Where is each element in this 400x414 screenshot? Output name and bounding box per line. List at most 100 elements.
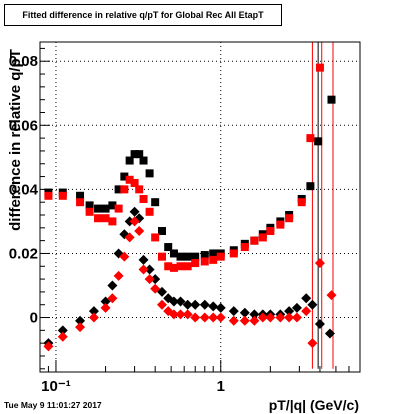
data-point-diamond (249, 315, 260, 326)
data-point-square (125, 156, 134, 165)
data-point-diamond (314, 258, 325, 269)
data-point-diamond (75, 315, 86, 326)
data-point-square (145, 169, 154, 178)
data-point-square (130, 150, 139, 159)
data-point-square (285, 214, 294, 223)
chart-title: Fitted difference in relative q/pT for G… (4, 4, 282, 26)
data-point-diamond (100, 302, 111, 313)
data-point-diamond (301, 293, 312, 304)
data-point-square (94, 204, 103, 213)
data-point-square (151, 233, 160, 242)
data-point-square (315, 63, 324, 72)
data-point-square (306, 134, 315, 143)
plot-frame (39, 41, 361, 373)
data-point-diamond (314, 318, 325, 329)
data-point-diamond (88, 306, 99, 317)
data-point-diamond (291, 302, 302, 313)
data-point-square (183, 252, 192, 261)
data-point-square (176, 262, 185, 271)
data-point-square (94, 214, 103, 223)
data-point-diamond (129, 206, 140, 217)
data-point-square (120, 185, 129, 194)
tick-labels: 10⁻¹ 1 0 0.02 0.04 0.06 0.08 (9, 53, 225, 395)
data-point-diamond (291, 312, 302, 323)
data-point-diamond (113, 270, 124, 281)
data-point-diamond (150, 274, 161, 285)
data-point-square (125, 175, 134, 184)
data-point-diamond (168, 296, 179, 307)
data-point-square (200, 251, 209, 260)
data-point-diamond (228, 306, 239, 317)
data-point-square (327, 95, 336, 104)
data-point-square (240, 243, 249, 252)
data-point-square (139, 156, 148, 165)
data-point-diamond (138, 264, 149, 275)
data-point-diamond (326, 290, 337, 301)
data-point-square (216, 252, 225, 261)
data-point-diamond (57, 331, 68, 342)
y-tick-label: 0.04 (9, 181, 39, 198)
data-markers (43, 63, 337, 352)
data-point-diamond (182, 309, 193, 320)
data-point-diamond (100, 296, 111, 307)
data-point-diamond (284, 312, 295, 323)
data-point-diamond (307, 299, 318, 310)
data-point-square (76, 198, 85, 207)
data-point-square (191, 252, 200, 261)
data-point-square (108, 201, 117, 210)
ticks (39, 47, 361, 372)
data-point-diamond (199, 312, 210, 323)
data-point-square (151, 198, 160, 207)
data-point-square (120, 172, 129, 181)
data-point-square (176, 252, 185, 261)
data-point-square (200, 257, 209, 266)
timestamp: Tue May 9 11:01:27 2017 (4, 400, 102, 410)
data-point-diamond (156, 299, 167, 310)
data-point-square (314, 137, 323, 146)
data-point-diamond (43, 341, 54, 352)
data-point-diamond (208, 301, 219, 312)
data-point-square (209, 255, 218, 264)
data-point-square (191, 259, 200, 268)
data-point-diamond (107, 280, 118, 291)
data-point-square (250, 236, 259, 245)
data-point-square (145, 207, 154, 216)
data-point-diamond (284, 306, 295, 317)
data-point-square (114, 185, 123, 194)
data-point-diamond (168, 309, 179, 320)
data-point-square (209, 249, 218, 258)
data-point-diamond (275, 312, 286, 323)
data-point-diamond (190, 299, 201, 310)
data-point-square (169, 263, 178, 272)
data-point-diamond (208, 312, 219, 323)
data-point-square (76, 191, 85, 200)
data-point-square (306, 182, 315, 191)
data-point-diamond (182, 299, 193, 310)
data-point-diamond (156, 286, 167, 297)
data-point-diamond (239, 315, 250, 326)
data-point-diamond (144, 274, 155, 285)
data-point-diamond (249, 309, 260, 320)
data-point-diamond (107, 293, 118, 304)
data-point-square (276, 220, 285, 229)
data-point-diamond (215, 312, 226, 323)
data-point-diamond (215, 302, 226, 313)
data-point-square (266, 227, 275, 236)
y-tick-label: 0.06 (9, 117, 38, 134)
data-point-diamond (124, 232, 135, 243)
data-point-square (297, 198, 306, 207)
data-point-diamond (324, 328, 335, 339)
data-point-square (258, 233, 267, 242)
data-point-square (85, 201, 94, 210)
data-point-diamond (228, 315, 239, 326)
data-point-diamond (138, 254, 149, 265)
data-point-square (135, 150, 144, 159)
data-point-diamond (88, 312, 99, 323)
x-axis-title: pT/|q| (GeV/c) (269, 397, 359, 413)
y-tick-label: 0.02 (9, 245, 38, 262)
y-tick-label: 0 (30, 310, 38, 327)
data-point-diamond (129, 216, 140, 227)
error-bars (311, 42, 334, 369)
data-point-diamond (134, 226, 145, 237)
